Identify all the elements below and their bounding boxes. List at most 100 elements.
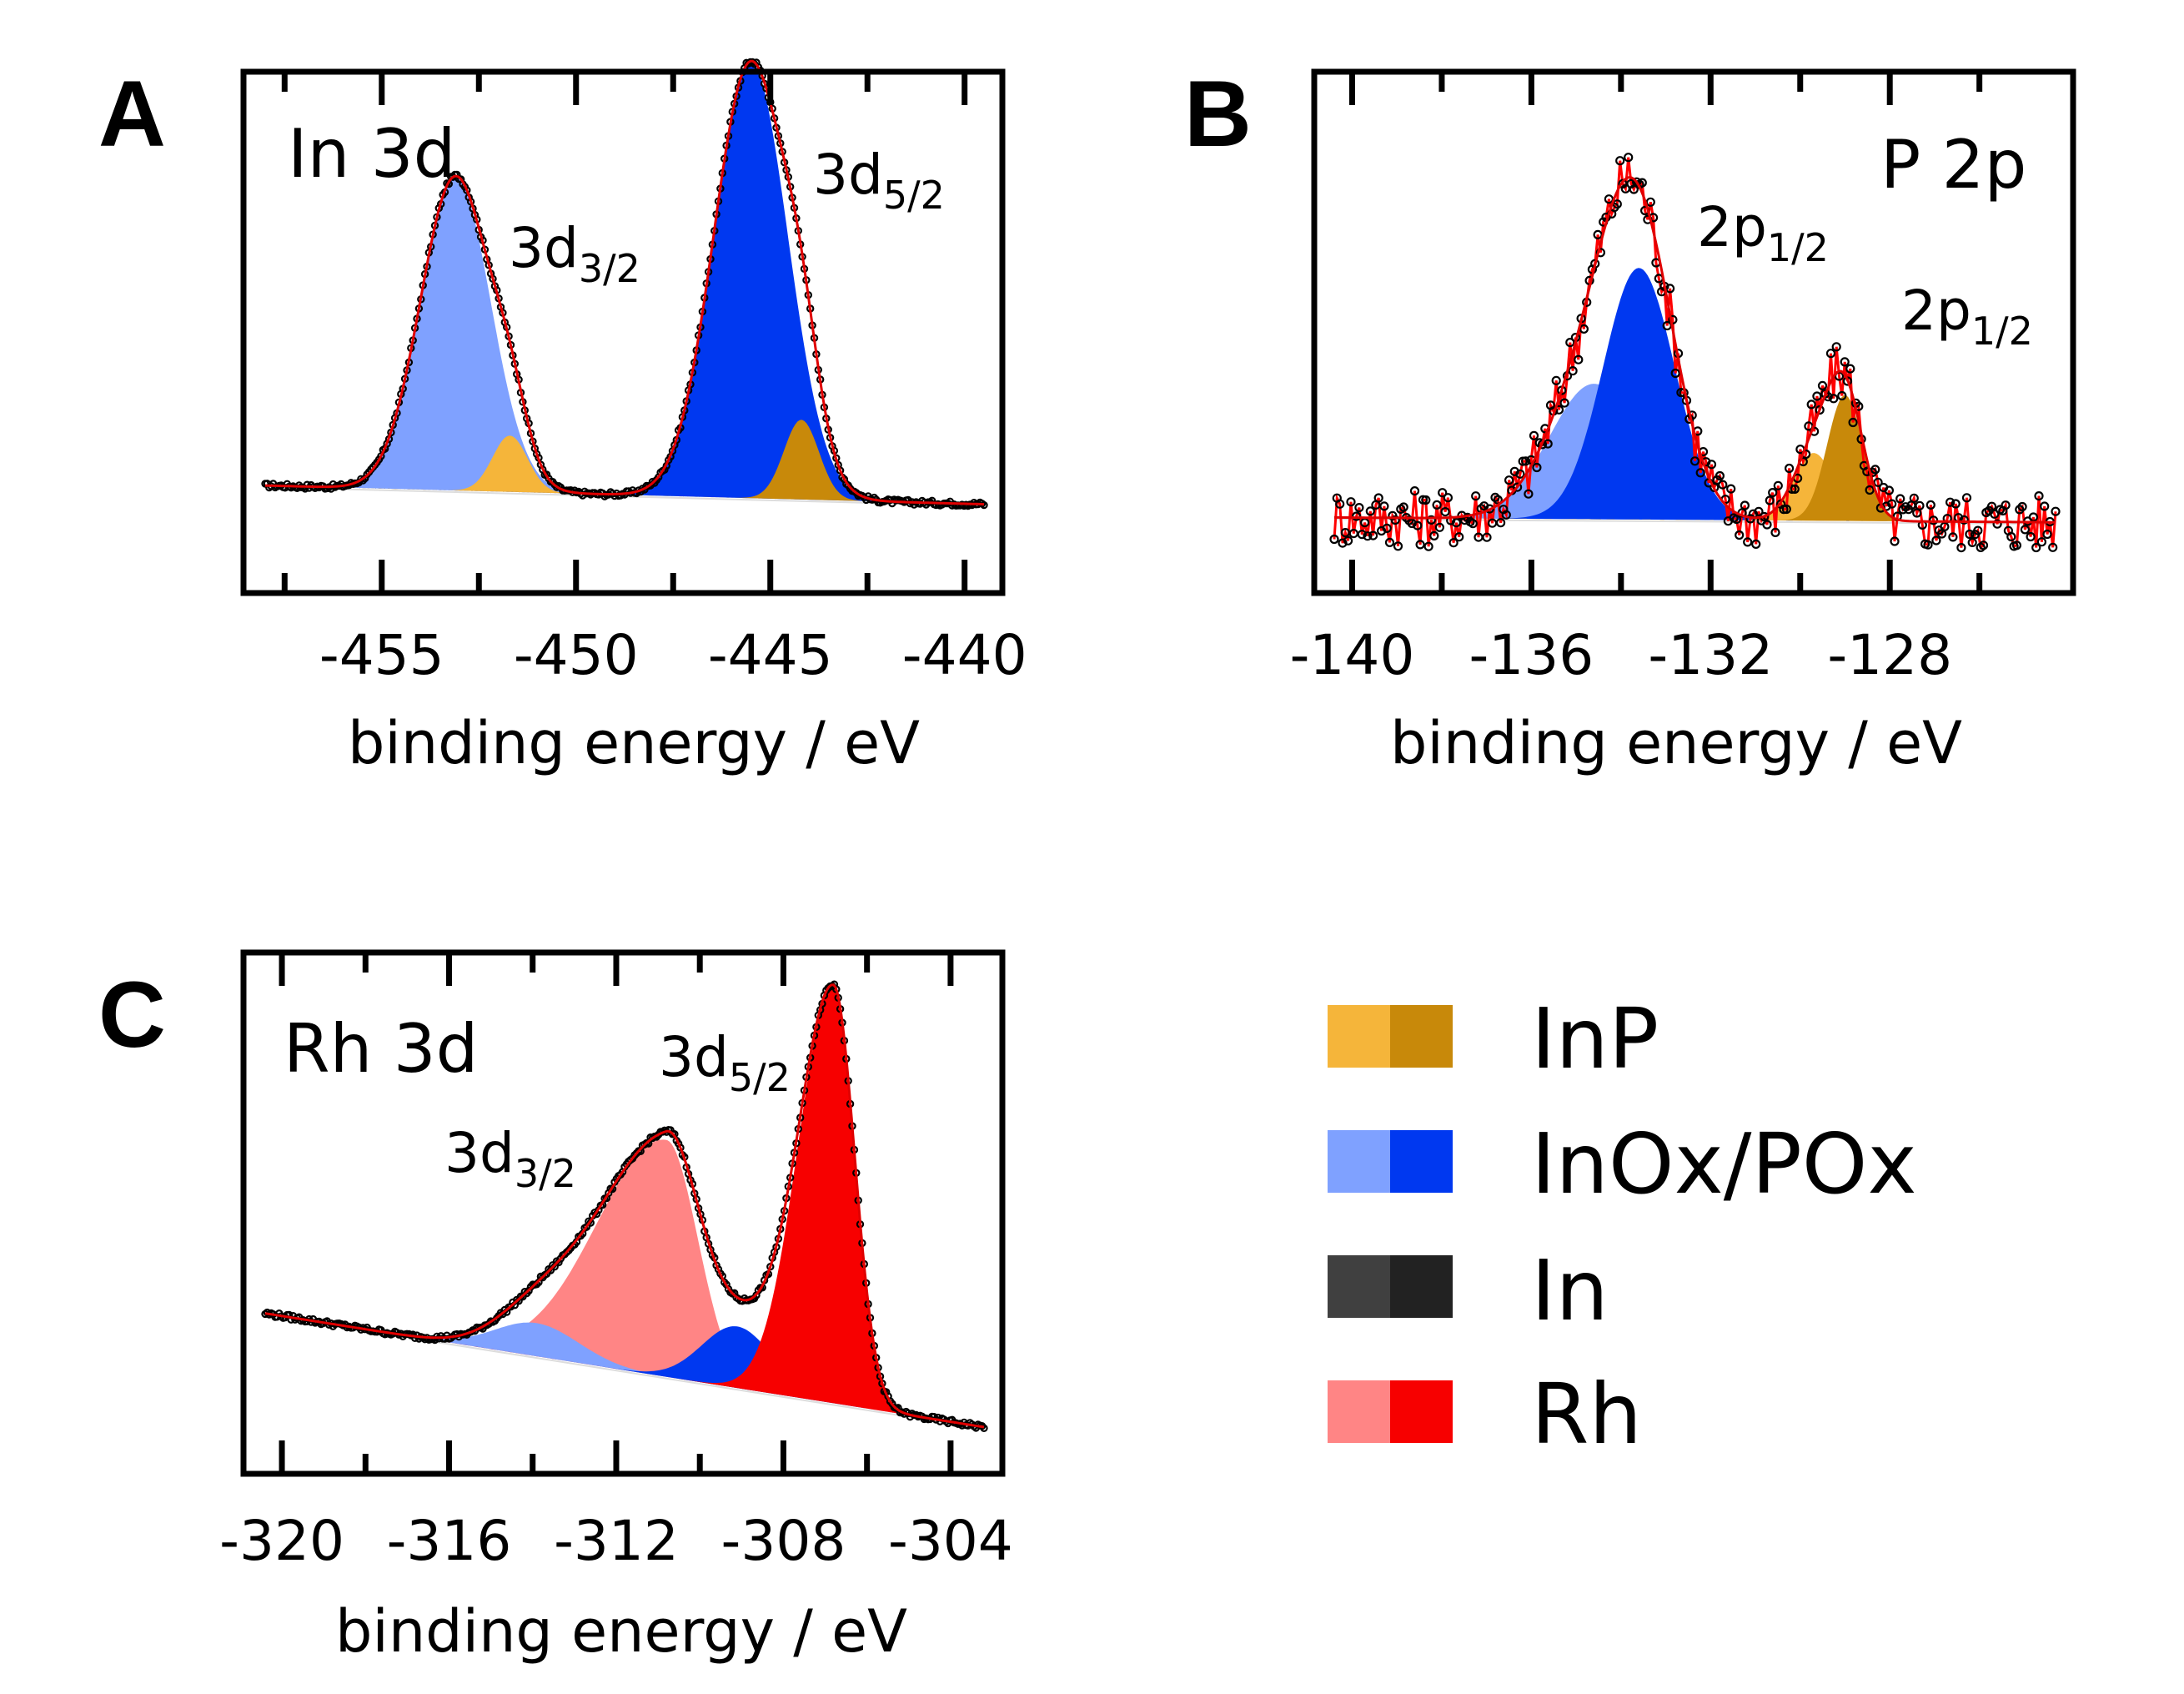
data-point [1407, 518, 1417, 529]
data-point [1959, 515, 1969, 525]
data-point [1354, 502, 1364, 513]
axis-ticks-b [1348, 72, 1983, 593]
data-point [1615, 156, 1625, 166]
data-point [1751, 539, 1761, 550]
legend: InP InOx/POx In Rh [1328, 990, 1917, 1463]
data-point [1848, 417, 1858, 428]
data-point [1382, 523, 1392, 534]
data-point [1426, 515, 1437, 525]
data-point [1909, 493, 1919, 503]
data-point [2042, 529, 2052, 540]
data-point [1956, 542, 1966, 553]
data-point [1409, 485, 1420, 496]
x-tick-label: -450 [514, 623, 639, 687]
data-point [1440, 506, 1450, 517]
data-point [1398, 502, 1408, 512]
data-point [1951, 499, 1961, 509]
data-point [1770, 527, 1780, 538]
plot-area-b [1329, 153, 2061, 553]
data-point [2031, 542, 2041, 553]
peak-label-b-2p-main: 2p1/2 [1697, 195, 1829, 270]
data-point [1840, 357, 1850, 367]
data-point [1348, 528, 1358, 539]
data-point [1973, 525, 1983, 535]
data-point [2036, 537, 2046, 547]
x-tick-label: -455 [319, 623, 444, 687]
data-point [1448, 538, 1459, 548]
data-point [1413, 520, 1423, 530]
x-tick-label: -308 [721, 1509, 846, 1573]
data-point [1421, 495, 1431, 505]
data-point [1595, 248, 1606, 258]
data-point [1990, 509, 2000, 519]
data-point [1735, 530, 1745, 540]
data-point [1335, 499, 1345, 509]
element-label-c: Rh 3d [284, 1010, 478, 1088]
x-axis-label-b: binding energy / eV [1390, 709, 1962, 777]
legend-item-inp: InP [1328, 990, 1659, 1088]
legend-swatch-dark [1390, 1255, 1453, 1318]
data-point [1762, 520, 1772, 530]
data-point [1726, 484, 1736, 494]
data-point [1504, 475, 1514, 485]
data-point [1379, 501, 1389, 511]
data-point [1415, 540, 1425, 550]
data-point [1624, 153, 1634, 163]
data-point [1765, 495, 1775, 505]
data-point [1790, 484, 1800, 495]
peak-label-c-3d52: 3d5/2 [659, 1025, 791, 1100]
x-axis-label-a: binding energy / eV [348, 709, 920, 777]
legend-swatch-light [1328, 1255, 1390, 1318]
data-point [1551, 375, 1561, 385]
legend-swatch-dark [1390, 1005, 1453, 1068]
data-point [1785, 463, 1795, 474]
data-point [1740, 500, 1750, 510]
data-point [1434, 522, 1445, 532]
fit-envelope-line [264, 59, 985, 506]
data-point [1393, 541, 1403, 551]
data-point [1773, 480, 1783, 490]
data-point [1495, 518, 1506, 528]
data-point [1831, 342, 1841, 352]
data-point [1825, 349, 1836, 359]
x-tick-labels-a: -455 -450 -445 -440 [319, 623, 1027, 687]
data-point [1670, 368, 1680, 379]
data-point [1373, 493, 1383, 503]
x-tick-labels-c: -320 -316 -312 -308 -304 [219, 1509, 1013, 1573]
x-tick-label: -132 [1648, 623, 1773, 687]
data-point [1501, 510, 1511, 520]
x-tick-label: -304 [888, 1509, 1013, 1573]
peak-label-b-2p-minor: 2p1/2 [1901, 279, 2033, 354]
data-point [1923, 540, 1933, 550]
data-point [1529, 430, 1539, 440]
peak-label-c-3d32: 3d3/2 [444, 1121, 576, 1196]
legend-item-in: In [1328, 1242, 1609, 1340]
x-tick-label: -316 [387, 1509, 512, 1573]
data-point [1357, 530, 1367, 540]
x-tick-label: -440 [902, 623, 1027, 687]
legend-swatch-light [1328, 1130, 1390, 1193]
component-peak-rh-3 [265, 986, 984, 1427]
data-point [1423, 541, 1433, 551]
component-peak-inp-3 [265, 420, 984, 505]
data-point [1817, 380, 1828, 390]
data-point [1940, 521, 1950, 532]
data-point [1718, 480, 1728, 490]
data-point [1931, 535, 1941, 545]
data-point [1781, 504, 1791, 515]
plot-area-a [261, 58, 988, 510]
legend-item-rh: Rh [1328, 1365, 1642, 1463]
data-point [1915, 500, 1925, 510]
data-point [1845, 364, 1855, 374]
legend-swatch-light [1328, 1380, 1390, 1443]
legend-swatch-light [1328, 1005, 1390, 1068]
data-point [1887, 499, 1897, 509]
data-point [1715, 470, 1725, 481]
data-point [1895, 494, 1905, 504]
data-point [1346, 497, 1356, 507]
component-peak-inoxpox-2 [265, 62, 984, 505]
data-point [1806, 400, 1816, 410]
data-point [2001, 500, 2011, 510]
x-axis-label-c: binding energy / eV [335, 1597, 907, 1666]
